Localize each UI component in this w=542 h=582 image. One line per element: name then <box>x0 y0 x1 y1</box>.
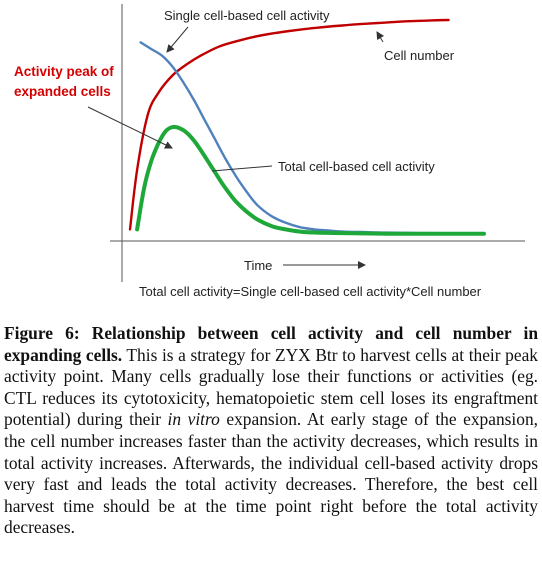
arrow-activity-peak <box>87 106 173 149</box>
arrow-cell-number <box>376 31 385 43</box>
label-activity-peak-line2: expanded cells <box>14 84 111 99</box>
caption-text-2: expansion. At early stage of the expansi… <box>4 409 538 538</box>
caption-text-1: This is a strategy for ZYX Btr to harves… <box>4 344 538 430</box>
x-axis-label: Time <box>244 258 272 273</box>
label-cell-number: Cell number <box>384 48 455 63</box>
pointer-total-activity <box>211 165 273 172</box>
series-cell-number-line <box>128 18 450 231</box>
label-total-activity: Total cell-based cell activity <box>278 159 435 174</box>
caption-italic: in vitro <box>167 409 220 430</box>
arrow-single-activity <box>166 26 189 53</box>
caption-label: Figure 6: Relationship between cell acti… <box>4 323 538 365</box>
label-activity-peak-line1: Activity peak of <box>14 64 114 79</box>
formula-text: Total cell activity=Single cell-based ce… <box>139 284 482 299</box>
series-layer <box>128 18 486 236</box>
figure-caption: Figure 6: Relationship between cell acti… <box>4 323 538 539</box>
label-single-activity: Single cell-based cell activity <box>164 8 330 23</box>
chart: Single cell-based cell activity Cell num… <box>14 4 525 299</box>
series-total-activity-line <box>135 124 486 236</box>
